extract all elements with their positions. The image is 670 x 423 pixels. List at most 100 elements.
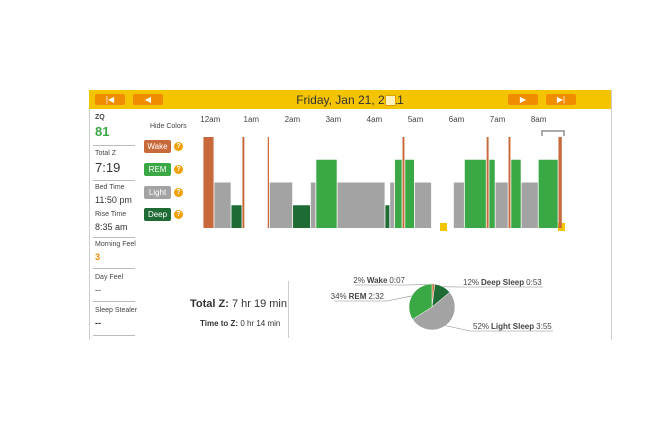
sleep-stage-bar — [495, 182, 508, 228]
sleep-stage-bar — [337, 182, 385, 228]
sleep-stage-bar — [414, 182, 432, 228]
help-icon[interactable]: ? — [174, 188, 183, 197]
separator — [93, 237, 135, 238]
sidebar-value: -- — [95, 285, 101, 295]
time-to-z-value: 0 hr 14 min — [240, 319, 281, 328]
x-tick-label: 3am — [326, 115, 342, 124]
leader-line — [445, 325, 553, 332]
sleep-stage-bar — [453, 182, 464, 228]
sleep-stage-bar — [310, 182, 316, 228]
sidebar-label: Total Z — [95, 150, 117, 157]
separator — [93, 335, 135, 336]
x-tick-label: 12am — [200, 115, 220, 124]
x-tick-label: 1am — [244, 115, 260, 124]
zoom-bracket — [541, 130, 565, 136]
pie-label: 12% Deep Sleep 0:53 — [463, 278, 542, 287]
legend-deep[interactable]: Deep — [144, 208, 171, 221]
sidebar-value: 8:35 am — [95, 222, 128, 232]
date-bar: |◀ ◀ Friday, Jan 21, 2011 ▶ ▶| — [89, 90, 611, 109]
sleep-stage-bar — [558, 137, 562, 228]
pie-label: 2% Wake 0:07 — [353, 276, 405, 285]
sleep-stage-bar — [203, 137, 214, 228]
pie-duration: 3:55 — [536, 322, 552, 331]
date-title: Friday, Jan 21, 2011 — [296, 93, 404, 107]
sleep-stage-bar — [385, 205, 390, 228]
total-z-label: Total Z: — [190, 298, 229, 310]
help-icon[interactable]: ? — [174, 210, 183, 219]
pie-slice — [412, 291, 456, 331]
sleep-stage-bar — [464, 159, 486, 228]
last-day-button[interactable]: ▶| — [546, 94, 576, 105]
x-tick-label: 6am — [449, 115, 465, 124]
x-tick-label: 4am — [367, 115, 383, 124]
sidebar-label: ZQ — [95, 114, 105, 121]
sidebar-value: 7:19 — [95, 160, 121, 175]
x-tick-label: 5am — [408, 115, 424, 124]
help-icon[interactable]: ? — [174, 165, 183, 174]
next-day-button[interactable]: ▶ — [508, 94, 538, 105]
sleep-stage-bar — [231, 205, 242, 228]
sleep-stage-bar — [508, 137, 511, 228]
sleep-stage-bar — [405, 159, 415, 228]
sleep-stage-bar — [486, 137, 489, 228]
time-to-z: Time to Z: 0 hr 14 min — [200, 319, 280, 328]
sidebar-label: Morning Feel — [95, 241, 136, 248]
sleep-stage-bar — [267, 137, 269, 228]
separator — [93, 268, 135, 269]
panel — [89, 90, 612, 340]
sleep-stage-bar — [489, 159, 495, 228]
hide-colors-toggle[interactable]: Hide Colors — [150, 123, 187, 130]
pie-slice — [408, 283, 433, 320]
pie-category: Wake — [367, 276, 388, 285]
sleep-stage-bar — [316, 159, 337, 228]
sidebar-value: 3 — [95, 252, 101, 262]
sidebar-value: 81 — [95, 124, 110, 139]
separator — [93, 301, 135, 302]
sleep-stage-bar — [394, 159, 402, 228]
pie-category: REM — [349, 292, 367, 301]
note-icon[interactable] — [440, 223, 447, 231]
pie-percent: 52% — [473, 322, 489, 331]
sidebar-label: Rise Time — [95, 211, 127, 218]
pie-duration: 2:32 — [368, 292, 384, 301]
pie-percent: 2% — [353, 276, 365, 285]
help-icon[interactable]: ? — [174, 142, 183, 151]
pie-percent: 12% — [463, 278, 479, 287]
x-tick-label: 8am — [531, 115, 547, 124]
sleep-stage-bar — [269, 182, 293, 228]
first-day-button[interactable]: |◀ — [95, 94, 125, 105]
total-z: Total Z: 7 hr 19 min — [190, 298, 287, 310]
previous-day-button[interactable]: ◀ — [133, 94, 163, 105]
pie-duration: 0:07 — [389, 276, 405, 285]
total-z-value: 7 hr 19 min — [231, 298, 287, 310]
sidebar-label: Day Feel — [95, 274, 124, 281]
separator — [93, 145, 135, 146]
leader-line — [355, 283, 434, 286]
separator — [93, 180, 135, 181]
sleep-stage-bar — [242, 137, 245, 228]
sleep-stage-bar — [402, 137, 405, 228]
legend-light[interactable]: Light — [144, 186, 171, 199]
leader-line — [334, 295, 412, 302]
pie-percent: 34% — [331, 292, 347, 301]
sleep-stage-bar — [293, 205, 311, 228]
sidebar-value: 11:50 pm — [95, 195, 132, 205]
divider — [288, 281, 289, 338]
sidebar-value: -- — [95, 318, 101, 328]
legend-rem[interactable]: REM — [144, 163, 171, 176]
sleep-stage-bar — [511, 159, 521, 228]
sidebar-label: Sleep Stealer — [95, 307, 138, 314]
pie-category: Light Sleep — [491, 322, 534, 331]
x-tick-label: 7am — [490, 115, 506, 124]
sleep-stage-bar — [538, 159, 558, 228]
sleep-stage-bar — [521, 182, 538, 228]
calendar-icon[interactable] — [385, 95, 396, 106]
pie-duration: 0:53 — [526, 278, 542, 287]
sidebar-label: Bed Time — [95, 184, 125, 191]
sleep-stage-bar — [214, 182, 231, 228]
pie-label: 34% REM 2:32 — [331, 292, 385, 301]
legend-wake[interactable]: Wake — [144, 140, 171, 153]
sleep-stage-bar — [390, 182, 395, 228]
